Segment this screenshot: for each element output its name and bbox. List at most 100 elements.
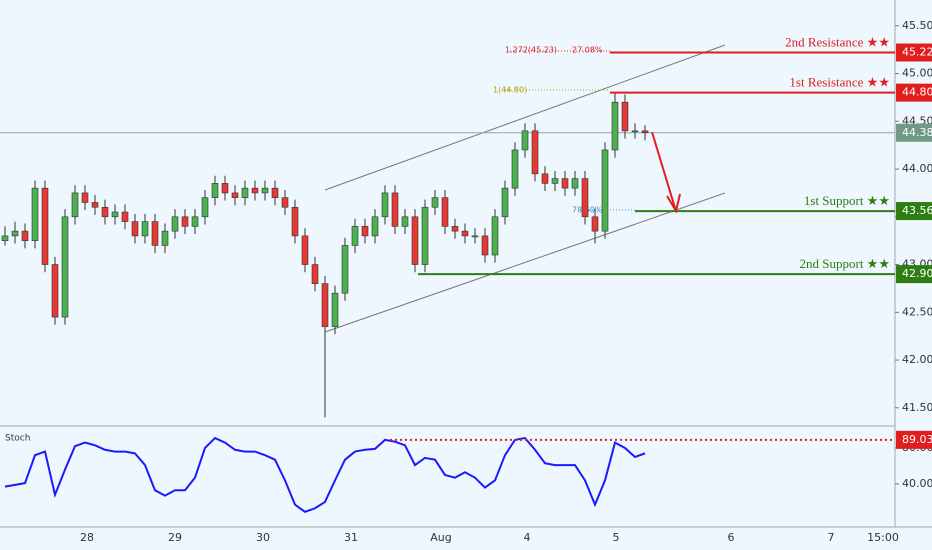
- candle-body: [421, 206, 429, 265]
- x-tick-label: 7: [828, 531, 835, 544]
- fib-label: 27.08%: [572, 46, 603, 55]
- candle-body: [71, 192, 79, 218]
- x-tick-label: 28: [80, 531, 94, 544]
- stoch-line: [4, 436, 646, 513]
- candle-body: [181, 216, 189, 227]
- x-tick-label: 5: [613, 531, 620, 544]
- candle-body: [251, 187, 259, 194]
- candle-body: [261, 187, 269, 194]
- arrow-head: [666, 193, 681, 214]
- candle-body: [551, 178, 559, 184]
- candle-body: [51, 264, 59, 318]
- candle-body: [201, 197, 209, 218]
- channel-upper: [324, 44, 726, 191]
- candle-body: [451, 226, 459, 232]
- candle-body: [61, 216, 69, 318]
- level-box: [896, 430, 932, 449]
- x-tick-label: 29: [168, 531, 182, 544]
- level-label: 42.90: [902, 267, 932, 280]
- candle-body: [401, 216, 409, 227]
- candle-body: [191, 216, 199, 227]
- candle-body: [531, 130, 539, 175]
- candle-body: [91, 202, 99, 208]
- candle-body: [161, 230, 169, 246]
- candle-body: [631, 130, 639, 133]
- x-tick-label: 15:00: [867, 531, 899, 544]
- candle-body: [41, 187, 49, 265]
- level-box: [896, 83, 932, 102]
- candle-body: [431, 197, 439, 208]
- x-tick-label: 30: [256, 531, 270, 544]
- candle-body: [241, 187, 249, 198]
- candle-body: [621, 101, 629, 132]
- candle-body: [601, 149, 609, 232]
- candle-body: [341, 245, 349, 294]
- candle-body: [221, 183, 229, 194]
- candle-body: [611, 101, 619, 151]
- candle-body: [561, 178, 569, 189]
- level-box: [896, 43, 932, 62]
- y-tick-label: 42.50: [902, 305, 932, 318]
- candle-body: [391, 192, 399, 227]
- candle-body: [641, 130, 649, 134]
- y-tick-label: 42.00: [902, 353, 932, 366]
- current-price-label: 44.38: [902, 126, 932, 139]
- channel-lower: [324, 192, 726, 333]
- candle-body: [381, 192, 389, 218]
- candle-body: [21, 230, 29, 241]
- candle-body: [151, 221, 159, 246]
- fib-label: 1.272(45.23): [505, 46, 557, 55]
- price-box: [896, 123, 932, 142]
- level-name: 1st Resistance ★★: [789, 75, 890, 90]
- candle-body: [581, 178, 589, 218]
- candle-body: [321, 283, 329, 327]
- candle-body: [291, 206, 299, 237]
- level-label: 45.22: [902, 46, 932, 59]
- candle-body: [81, 192, 89, 203]
- candle-body: [521, 130, 529, 151]
- candle-body: [131, 221, 139, 237]
- candle-body: [281, 197, 289, 208]
- candle-body: [101, 206, 109, 218]
- candle-body: [541, 173, 549, 184]
- y-tick-label: 44.00: [902, 162, 932, 175]
- forecast-arrow: [651, 131, 681, 214]
- candle-body: [1, 235, 9, 241]
- candle-body: [331, 292, 339, 327]
- candle-body: [441, 197, 449, 227]
- stoch-title: Stoch: [5, 434, 30, 444]
- candle-body: [411, 216, 419, 265]
- candle-body: [361, 226, 369, 237]
- y-tick-label: 40.00: [902, 477, 932, 490]
- arrow-shaft: [651, 131, 676, 209]
- x-tick-label: 4: [524, 531, 531, 544]
- level-name: 1st Support ★★: [804, 193, 890, 208]
- x-tick-label: 31: [344, 531, 358, 544]
- x-tick-label: 6: [728, 531, 735, 544]
- y-tick-label: 45.00: [902, 67, 932, 80]
- candle-body: [141, 221, 149, 237]
- candle-body: [491, 216, 499, 256]
- candle-body: [571, 178, 579, 189]
- fib-label: 1(44.80): [493, 86, 527, 95]
- candle-body: [371, 216, 379, 237]
- candle-body: [351, 226, 359, 246]
- candle-body: [231, 192, 239, 198]
- candle-body: [501, 187, 509, 218]
- stoch-level-label: 89.03: [902, 433, 932, 446]
- level-name: 2nd Support ★★: [800, 256, 890, 271]
- candle-body: [481, 235, 489, 256]
- level-box: [896, 265, 932, 284]
- x-tick-label: Aug: [430, 531, 451, 544]
- y-tick-label: 41.50: [902, 401, 932, 414]
- candle-body: [121, 211, 129, 222]
- candle-body: [271, 187, 279, 198]
- candle-body: [31, 187, 39, 241]
- level-box: [896, 202, 932, 221]
- level-name: 2nd Resistance ★★: [785, 35, 890, 50]
- candle-body: [311, 264, 319, 284]
- candle-body: [11, 230, 19, 237]
- candle-body: [461, 230, 469, 237]
